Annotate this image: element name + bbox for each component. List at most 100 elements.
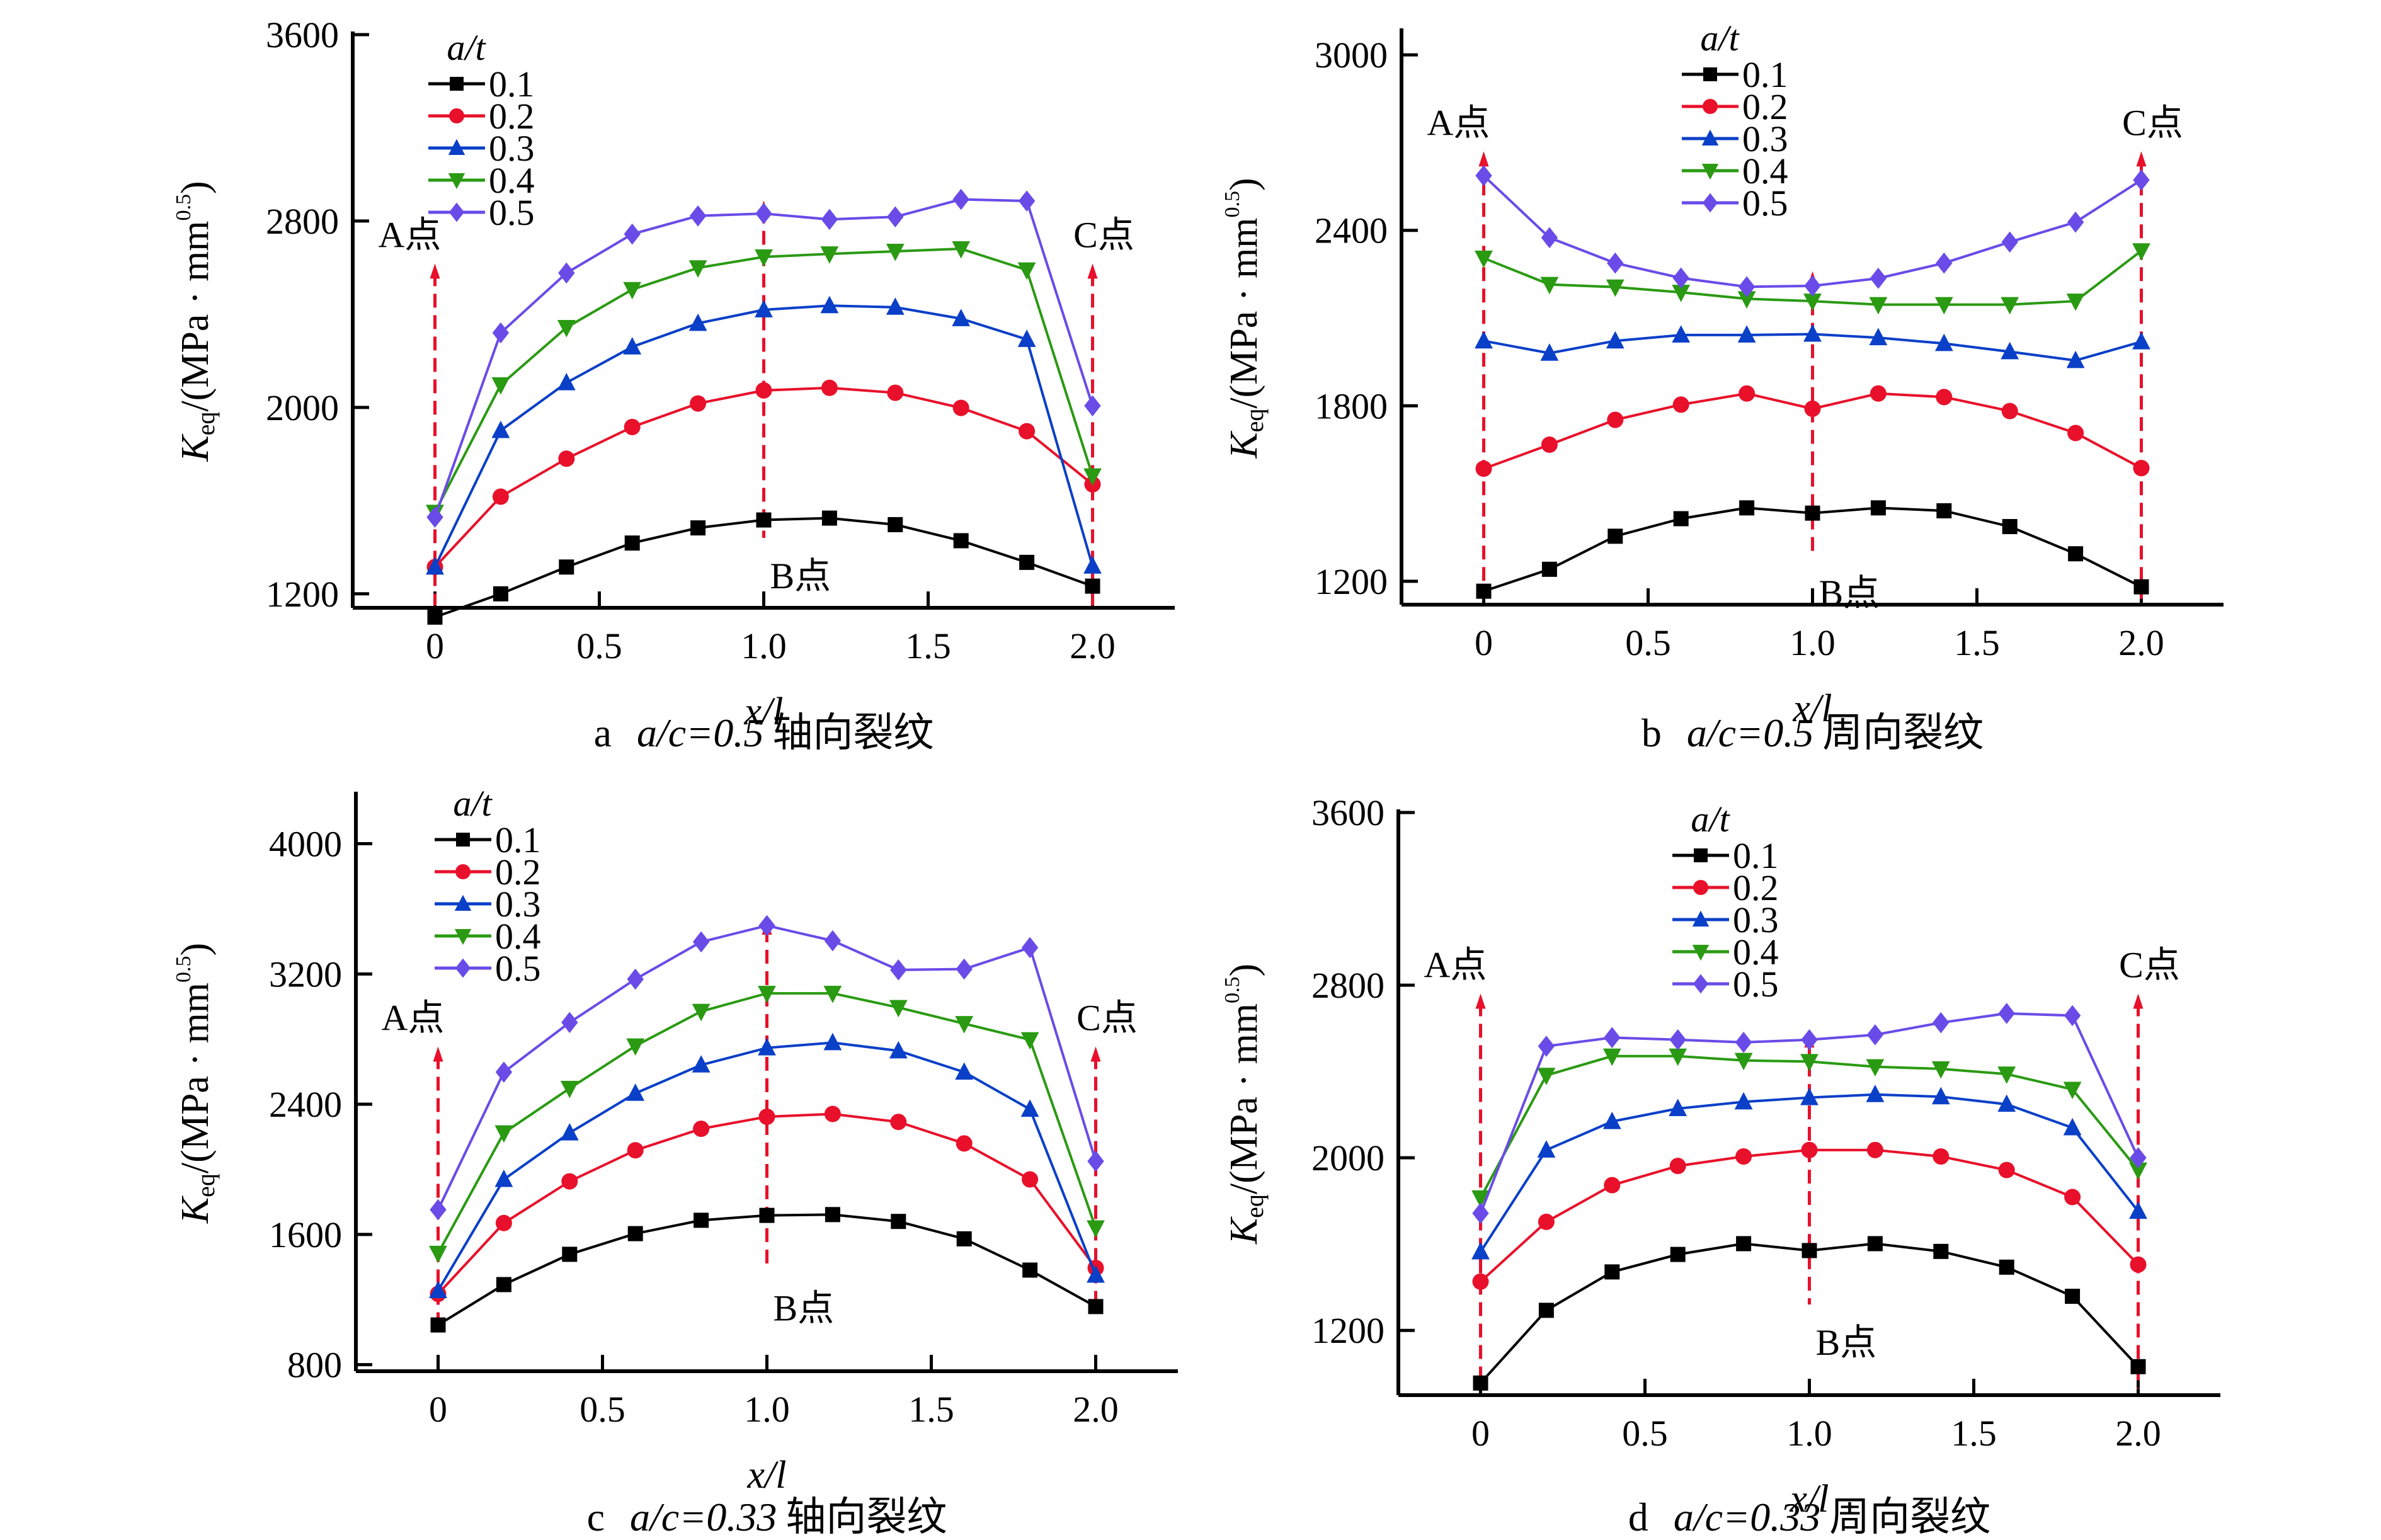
legend-label: 0.5 bbox=[495, 948, 541, 989]
series-0.1 bbox=[430, 1207, 1104, 1333]
data-point bbox=[1022, 1262, 1038, 1278]
data-point bbox=[692, 931, 710, 953]
y-tick-label: 2000 bbox=[1311, 1138, 1385, 1178]
panel-caption: d a/c=0.33 周向裂纹 bbox=[1628, 1494, 1990, 1540]
data-point bbox=[426, 506, 443, 528]
data-point bbox=[1017, 262, 1036, 280]
y-tick-label: 3200 bbox=[269, 954, 342, 995]
data-point bbox=[1471, 1190, 1490, 1208]
data-point bbox=[755, 203, 772, 224]
point-label-C点: C点 bbox=[1073, 214, 1134, 255]
data-point bbox=[2002, 519, 2018, 535]
data-point bbox=[1931, 1061, 1950, 1079]
panel-caption: c a/c=0.33 轴向裂纹 bbox=[587, 1494, 947, 1540]
data-point bbox=[1019, 423, 1036, 440]
data-point bbox=[755, 249, 773, 267]
y-label-sup: 0.5 bbox=[172, 194, 195, 221]
data-point bbox=[1801, 1029, 1818, 1051]
data-point bbox=[953, 533, 969, 549]
series-0.3 bbox=[1475, 324, 2150, 368]
data-point bbox=[1870, 500, 1886, 516]
y-tick-label: 1200 bbox=[266, 574, 339, 615]
legend-marker-icon bbox=[449, 108, 464, 123]
series-line bbox=[437, 1112, 1097, 1295]
data-point bbox=[1804, 400, 1821, 417]
data-point bbox=[821, 208, 838, 231]
data-point bbox=[1537, 1140, 1556, 1158]
data-point bbox=[689, 205, 707, 227]
legend-title: a/t bbox=[453, 783, 493, 824]
legend-item: 0.4 bbox=[435, 916, 541, 957]
data-point bbox=[692, 1003, 711, 1022]
legend-label: 0.2 bbox=[1742, 86, 1788, 127]
data-point bbox=[1672, 396, 1689, 413]
y-label-k: K bbox=[174, 1195, 217, 1224]
legend-item: 0.2 bbox=[435, 852, 541, 893]
data-point bbox=[820, 295, 839, 314]
y-label-unit: /(MPa · mm bbox=[1223, 217, 1265, 408]
legend-marker-icon bbox=[1702, 193, 1718, 213]
x-tick-label: 1.5 bbox=[1951, 1413, 1997, 1454]
data-point bbox=[1475, 331, 1493, 349]
caption-text: 周向裂纹 bbox=[1829, 1494, 1990, 1540]
data-point bbox=[1019, 554, 1035, 570]
data-point bbox=[1931, 1087, 1950, 1105]
data-point bbox=[1087, 1220, 1105, 1238]
data-point bbox=[627, 1226, 643, 1241]
y-axis-label: Keq/(MPa · mm0.5) bbox=[1221, 964, 1269, 1245]
y-tick-label: 3600 bbox=[266, 14, 339, 55]
legend-item: 0.5 bbox=[428, 192, 535, 233]
legend-item: 0.2 bbox=[1682, 86, 1788, 127]
point-label-A点: A点 bbox=[1427, 102, 1490, 143]
data-point bbox=[1738, 276, 1756, 298]
y-label-k: K bbox=[1223, 430, 1265, 459]
legend-marker-icon bbox=[456, 833, 470, 847]
series-0.5 bbox=[430, 915, 1104, 1221]
arrow-head-icon bbox=[1475, 993, 1486, 1009]
data-point bbox=[1606, 279, 1624, 297]
data-point bbox=[1020, 1099, 1039, 1117]
legend-label: 0.5 bbox=[1742, 183, 1788, 224]
legend-marker-icon bbox=[1703, 99, 1718, 114]
data-point bbox=[2130, 1256, 2147, 1273]
caption-text: 轴向裂纹 bbox=[772, 710, 934, 756]
data-point bbox=[1801, 1141, 1818, 1158]
y-label-close: ) bbox=[1223, 178, 1265, 191]
legend-marker-icon bbox=[455, 864, 471, 879]
legend-item: 0.2 bbox=[428, 96, 535, 137]
data-point bbox=[1476, 583, 1492, 599]
y-label-sub: eq bbox=[191, 1173, 220, 1197]
x-axis-label: x/l bbox=[1790, 1478, 1829, 1520]
caption-ratio: a/c=0.33 bbox=[1674, 1495, 1820, 1539]
point-label-B点: B点 bbox=[1816, 1322, 1877, 1363]
x-tick-label: 0 bbox=[1475, 622, 1493, 663]
data-point bbox=[889, 1041, 908, 1059]
legend-label: 0.2 bbox=[1733, 867, 1779, 908]
legend-item: 0.3 bbox=[435, 884, 541, 925]
legend-marker-icon bbox=[1701, 164, 1719, 180]
legend-marker-icon bbox=[448, 202, 465, 222]
legend-label: 0.4 bbox=[495, 916, 541, 957]
data-point bbox=[1017, 329, 1036, 347]
legend-marker-icon bbox=[1693, 974, 1709, 994]
x-tick-label: 0 bbox=[429, 1389, 447, 1430]
data-point bbox=[1801, 1243, 1817, 1258]
legend-marker-icon bbox=[1692, 910, 1710, 927]
x-tick-label: 0.5 bbox=[576, 625, 622, 666]
data-point bbox=[890, 959, 907, 981]
data-point bbox=[560, 1081, 579, 1098]
data-point bbox=[755, 382, 772, 399]
data-point bbox=[623, 337, 642, 355]
data-point bbox=[825, 1207, 840, 1223]
legend: a/t0.10.20.30.40.5 bbox=[1682, 18, 1788, 224]
point-label-A点: A点 bbox=[379, 214, 442, 255]
data-point bbox=[956, 1231, 972, 1246]
x-tick-label: 0.5 bbox=[1622, 1413, 1668, 1454]
data-point bbox=[429, 1280, 447, 1299]
legend-label: 0.3 bbox=[489, 128, 535, 169]
data-point bbox=[2064, 1189, 2081, 1206]
data-point bbox=[1736, 1236, 1752, 1252]
x-tick-label: 0 bbox=[1471, 1413, 1490, 1454]
chart-panel-a: 1200 2000 2800 3600 0 0.5 1.0 1.5 2.0 x/l Keq/(MPa… bbox=[172, 14, 1175, 756]
data-point bbox=[2001, 231, 2018, 253]
